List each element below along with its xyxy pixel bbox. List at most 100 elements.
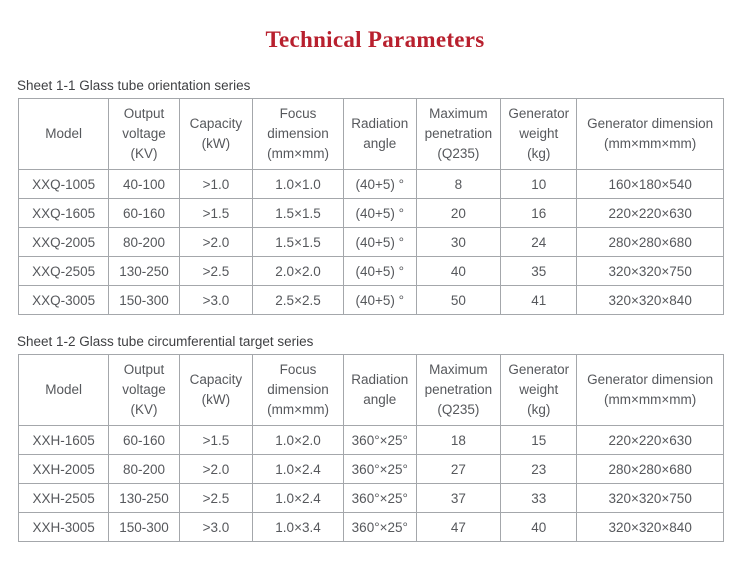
- cell-capacity: >3.0: [178, 512, 254, 542]
- column-header-maximum-penetration: Maximum penetration (Q235): [415, 98, 502, 170]
- table-row: XXH-2505 130-250 >2.5 1.0×2.4 360°×25° 37 33 32…: [17, 483, 724, 513]
- orientation-series-section: Sheet 1-1 Glass tube orientation series …: [0, 78, 750, 315]
- cell-output-voltage: 80-200: [108, 227, 180, 257]
- cell-focus-dimension: 1.5×1.5: [252, 227, 344, 257]
- cell-model: XXQ-1005: [17, 169, 110, 199]
- cell-generator-weight: 41: [500, 285, 578, 315]
- cell-model: XXQ-2005: [17, 227, 110, 257]
- glass-tube-circumferential-table: Model Output voltage (KV) Capacity (kW) Foc…: [17, 354, 724, 542]
- cell-focus-dimension: 1.0×2.4: [252, 454, 344, 484]
- cell-focus-dimension: 1.0×1.0: [252, 169, 344, 199]
- cell-focus-dimension: 1.0×2.0: [252, 425, 344, 455]
- cell-radiation-angle: (40+5) °: [342, 285, 417, 315]
- header-row: Model Output voltage (KV) Capacity (kW) Foc…: [17, 354, 724, 426]
- technical-parameters-page: Technical Parameters Sheet 1-1 Glass tub…: [0, 26, 750, 565]
- cell-model: XXH-1605: [17, 425, 110, 455]
- cell-generator-weight: 40: [500, 512, 578, 542]
- cell-generator-weight: 33: [500, 483, 578, 513]
- glass-tube-orientation-table: Model Output voltage (KV) Capacity (kW) Foc…: [17, 98, 724, 315]
- cell-radiation-angle: (40+5) °: [342, 198, 417, 228]
- cell-model: XXH-2505: [17, 483, 110, 513]
- cell-generator-dimension: 320×320×840: [576, 512, 724, 542]
- cell-maximum-penetration: 18: [415, 425, 502, 455]
- column-header-generator-dimension: Generator dimension (mm×mm×mm): [576, 354, 724, 426]
- cell-generator-weight: 24: [500, 227, 578, 257]
- cell-generator-weight: 10: [500, 169, 578, 199]
- cell-generator-weight: 35: [500, 256, 578, 286]
- column-header-focus-dimension: Focus dimension (mm×mm): [252, 354, 344, 426]
- cell-capacity: >2.0: [178, 454, 254, 484]
- cell-maximum-penetration: 27: [415, 454, 502, 484]
- column-header-focus-dimension: Focus dimension (mm×mm): [252, 98, 344, 170]
- page-title: Technical Parameters: [265, 27, 485, 52]
- cell-output-voltage: 60-160: [108, 425, 180, 455]
- cell-generator-weight: 23: [500, 454, 578, 484]
- cell-radiation-angle: 360°×25°: [342, 483, 417, 513]
- cell-maximum-penetration: 47: [415, 512, 502, 542]
- cell-generator-dimension: 280×280×680: [576, 227, 724, 257]
- cell-capacity: >2.5: [178, 483, 254, 513]
- cell-radiation-angle: (40+5) °: [342, 169, 417, 199]
- table-row: XXH-2005 80-200 >2.0 1.0×2.4 360°×25° 27 23 280…: [17, 454, 724, 484]
- column-header-radiation-angle: Radiation angle: [342, 98, 417, 170]
- table-row: XXQ-3005 150-300 >3.0 2.5×2.5 (40+5) ° 50 41 32…: [17, 285, 724, 315]
- table-row: XXH-3005 150-300 >3.0 1.0×3.4 360°×25° 47 40 32…: [17, 512, 724, 542]
- sheet-caption-2: Sheet 1-2 Glass tube circumferential tar…: [17, 334, 314, 349]
- column-header-capacity: Capacity (kW): [178, 354, 254, 426]
- cell-generator-dimension: 320×320×840: [576, 285, 724, 315]
- table-row: XXQ-2005 80-200 >2.0 1.5×1.5 (40+5) ° 30 24 280…: [17, 227, 724, 257]
- cell-generator-dimension: 320×320×750: [576, 483, 724, 513]
- cell-model: XXH-3005: [17, 512, 110, 542]
- column-header-output-voltage: Output voltage (KV): [108, 354, 180, 426]
- column-header-maximum-penetration: Maximum penetration (Q235): [415, 354, 502, 426]
- cell-radiation-angle: (40+5) °: [342, 256, 417, 286]
- cell-maximum-penetration: 37: [415, 483, 502, 513]
- cell-output-voltage: 60-160: [108, 198, 180, 228]
- cell-model: XXH-2005: [17, 454, 110, 484]
- cell-radiation-angle: 360°×25°: [342, 512, 417, 542]
- cell-output-voltage: 130-250: [108, 483, 180, 513]
- cell-output-voltage: 80-200: [108, 454, 180, 484]
- circumferential-series-section: Sheet 1-2 Glass tube circumferential tar…: [0, 334, 750, 542]
- cell-generator-dimension: 220×220×630: [576, 198, 724, 228]
- column-header-model: Model: [17, 354, 110, 426]
- cell-model: XXQ-2505: [17, 256, 110, 286]
- cell-focus-dimension: 2.0×2.0: [252, 256, 344, 286]
- cell-model: XXQ-1605: [17, 198, 110, 228]
- cell-generator-dimension: 160×180×540: [576, 169, 724, 199]
- cell-capacity: >1.5: [178, 198, 254, 228]
- cell-maximum-penetration: 30: [415, 227, 502, 257]
- column-header-capacity: Capacity (kW): [178, 98, 254, 170]
- table-row: XXQ-1005 40-100 >1.0 1.0×1.0 (40+5) ° 8 10 160×…: [17, 169, 724, 199]
- cell-generator-weight: 16: [500, 198, 578, 228]
- cell-generator-weight: 15: [500, 425, 578, 455]
- column-header-radiation-angle: Radiation angle: [342, 354, 417, 426]
- cell-maximum-penetration: 40: [415, 256, 502, 286]
- cell-output-voltage: 150-300: [108, 285, 180, 315]
- cell-maximum-penetration: 20: [415, 198, 502, 228]
- cell-generator-dimension: 280×280×680: [576, 454, 724, 484]
- cell-focus-dimension: 1.0×3.4: [252, 512, 344, 542]
- column-header-generator-weight: Generator weight (kg): [500, 98, 578, 170]
- column-header-model: Model: [17, 98, 110, 170]
- column-header-generator-dimension: Generator dimension (mm×mm×mm): [576, 98, 724, 170]
- cell-radiation-angle: (40+5) °: [342, 227, 417, 257]
- cell-capacity: >2.5: [178, 256, 254, 286]
- cell-focus-dimension: 1.0×2.4: [252, 483, 344, 513]
- cell-model: XXQ-3005: [17, 285, 110, 315]
- cell-output-voltage: 130-250: [108, 256, 180, 286]
- cell-focus-dimension: 2.5×2.5: [252, 285, 344, 315]
- cell-radiation-angle: 360°×25°: [342, 425, 417, 455]
- cell-capacity: >1.0: [178, 169, 254, 199]
- column-header-output-voltage: Output voltage (KV): [108, 98, 180, 170]
- cell-generator-dimension: 320×320×750: [576, 256, 724, 286]
- header-row: Model Output voltage (KV) Capacity (kW) Foc…: [17, 98, 724, 170]
- cell-output-voltage: 150-300: [108, 512, 180, 542]
- table-row: XXQ-1605 60-160 >1.5 1.5×1.5 (40+5) ° 20 16 220…: [17, 198, 724, 228]
- table-row: XXH-1605 60-160 >1.5 1.0×2.0 360°×25° 18 15 220…: [17, 425, 724, 455]
- cell-maximum-penetration: 8: [415, 169, 502, 199]
- cell-capacity: >2.0: [178, 227, 254, 257]
- cell-capacity: >1.5: [178, 425, 254, 455]
- cell-radiation-angle: 360°×25°: [342, 454, 417, 484]
- cell-generator-dimension: 220×220×630: [576, 425, 724, 455]
